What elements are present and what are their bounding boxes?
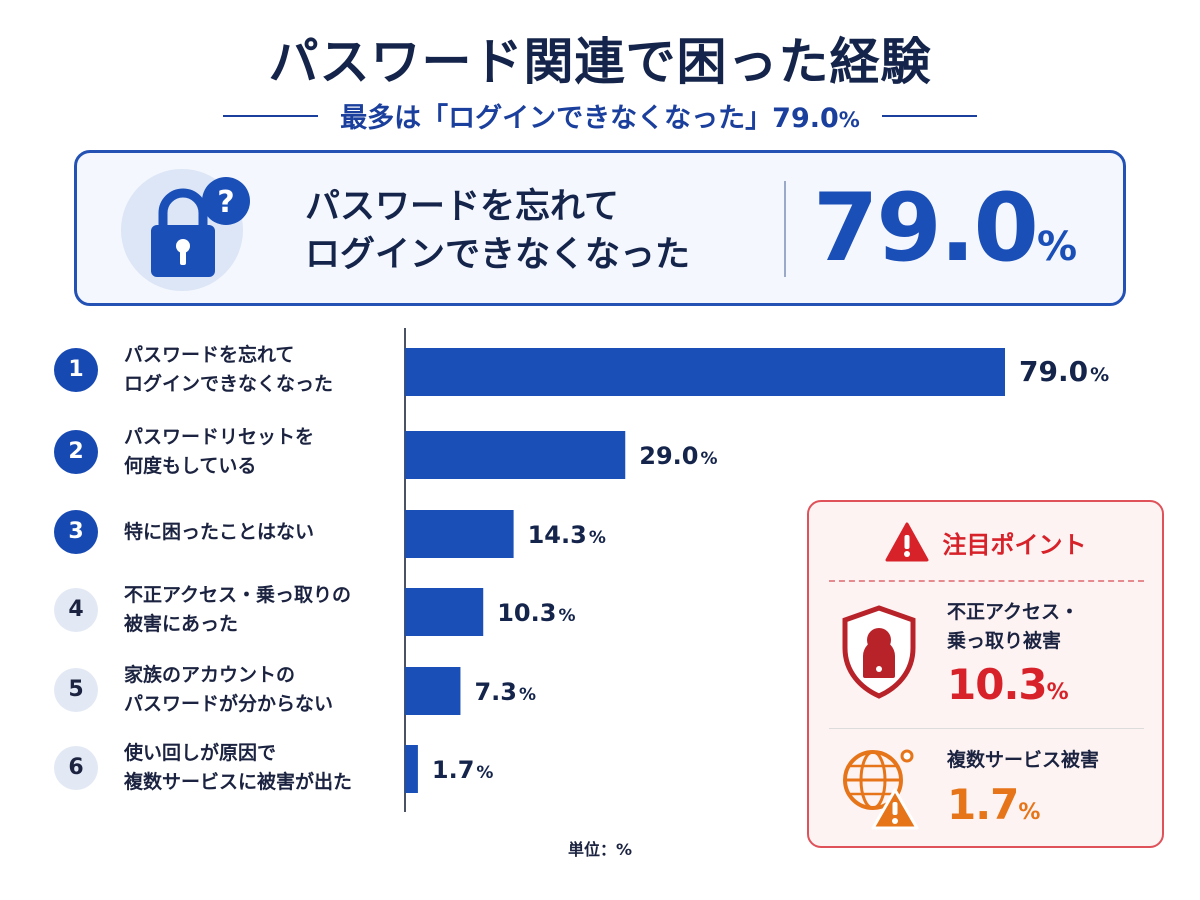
bar-value-number: 7.3 (474, 678, 517, 706)
callout-title: 注目ポイント (942, 530, 1087, 559)
subtitle-row: 最多は「ログインできなくなった」79.0% (0, 96, 1200, 135)
rank-badge: 5 (54, 668, 98, 712)
hero-divider (784, 181, 786, 277)
hero-label-line2: ログインできなくなった (305, 235, 691, 275)
bar (405, 348, 1005, 396)
hero-value-number: 79.0 (813, 174, 1039, 283)
callout-item-label-line2: 乗っ取り被害 (947, 630, 1062, 652)
bar-value-number: 14.3 (528, 521, 587, 549)
bar-value-unit: % (558, 606, 575, 626)
hero-label: パスワードを忘れて ログインできなくなった (305, 183, 690, 279)
category-row: 1 パスワードを忘れてログインできなくなった (54, 338, 414, 398)
callout-item-label: 複数サービス被害 (947, 746, 1099, 775)
bar-value-unit: % (519, 685, 536, 705)
warning-icon (885, 522, 928, 562)
lock-question-icon: ? (121, 169, 250, 291)
category-label-line: 家族のアカウントの (124, 664, 296, 686)
hero-value-unit: % (1036, 224, 1078, 270)
rank-badge: 3 (54, 510, 98, 554)
rank-badge: 1 (54, 348, 98, 392)
callout-panel: 注目ポイント 不正アクセス・ 乗っ取り被害 10.3% (807, 500, 1164, 848)
category-row: 3 特に困ったことはない (54, 500, 414, 560)
unit-note: 単位：% (567, 840, 633, 859)
subtitle-pct: % (838, 108, 860, 132)
category-label-line: 何度もしている (124, 455, 257, 477)
page-title: パスワード関連で困った経験 (268, 33, 932, 91)
category-label: 使い回しが原因で複数サービスに被害が出た (124, 739, 424, 797)
bar-value-unit: % (1090, 364, 1109, 386)
chart-axis (404, 328, 406, 812)
callout-item-value: 10.3% (947, 660, 1069, 709)
category-label: パスワードを忘れてログインできなくなった (124, 341, 424, 399)
subtitle-right-rule (881, 114, 977, 117)
category-label-line: 被害にあった (124, 613, 239, 635)
category-label-line: 不正アクセス・乗っ取りの (124, 584, 352, 606)
bar-value-label: 79.0% (1019, 355, 1109, 388)
category-label-line: パスワードが分からない (124, 693, 334, 715)
bar-value-label: 14.3% (528, 521, 606, 549)
subtitle-left-rule (223, 114, 319, 117)
category-label-line: 複数サービスに被害が出た (124, 771, 353, 793)
category-label: 家族のアカウントのパスワードが分からない (124, 661, 424, 719)
callout-item-value-unit: % (1018, 800, 1041, 825)
callout-item-value-unit: % (1046, 680, 1069, 705)
bar (405, 745, 418, 793)
category-label: パスワードリセットを 何度もしている (124, 423, 424, 481)
rank-badge: 2 (54, 430, 98, 474)
bar-value-unit: % (700, 449, 717, 469)
bar-value-number: 1.7 (432, 756, 475, 784)
bar-value-label: 1.7% (432, 756, 494, 784)
subtitle: 最多は「ログインできなくなった」79.0% (340, 96, 860, 135)
category-row: 6 使い回しが原因で複数サービスに被害が出た (54, 736, 414, 796)
bar-value-unit: % (589, 528, 606, 548)
bar-value-unit: % (476, 763, 493, 783)
bar-value-number: 79.0 (1019, 355, 1088, 388)
category-label-line: 使い回しが原因で (124, 742, 277, 764)
bar (405, 431, 626, 479)
svg-text:?: ? (217, 185, 234, 220)
callout-item-label: 不正アクセス・ 乗っ取り被害 (947, 598, 1079, 656)
bar-value-label: 29.0% (639, 442, 717, 470)
bar (405, 667, 461, 715)
callout-item-value-number: 10.3 (947, 660, 1048, 709)
bar-value-number: 29.0 (639, 442, 698, 470)
subtitle-text: 最多は「ログインできなくなった」79.0 (340, 103, 839, 134)
category-row: 2 パスワードリセットを 何度もしている (54, 420, 414, 480)
category-row: 4 不正アクセス・乗っ取りの 被害にあった (54, 578, 414, 638)
bar-value-label: 7.3% (474, 678, 536, 706)
callout-header: 注目ポイント (809, 522, 1162, 562)
callout-item-value: 1.7% (947, 780, 1040, 829)
callout-item-value-number: 1.7 (947, 780, 1019, 829)
bar-value-label: 10.3% (497, 599, 575, 627)
hero-value: 79.0% (813, 179, 1077, 297)
bar (405, 510, 514, 558)
category-row: 5 家族のアカウントのパスワードが分からない (54, 658, 414, 718)
category-label-line: パスワードリセットを (124, 426, 315, 448)
rank-badge: 6 (54, 746, 98, 790)
callout-item-label-line1: 複数サービス被害 (947, 749, 1100, 771)
callout-item-label-line1: 不正アクセス・ (947, 601, 1080, 623)
category-label: 不正アクセス・乗っ取りの 被害にあった (124, 581, 424, 639)
hero-card: ? パスワードを忘れて ログインできなくなった 79.0% (74, 150, 1126, 306)
globe-warning-icon (843, 749, 919, 830)
category-label-line: 特に困ったことはない (124, 521, 315, 543)
category-label: 特に困ったことはない (124, 518, 424, 547)
category-label-line: ログインできなくなった (124, 373, 334, 395)
category-label-line: パスワードを忘れて (124, 344, 295, 366)
hacker-shield-icon (842, 605, 916, 699)
bar (405, 588, 484, 636)
hero-label-line1: パスワードを忘れて (305, 187, 619, 227)
callout-item-divider (829, 728, 1144, 729)
callout-divider (829, 580, 1144, 582)
bar-value-number: 10.3 (497, 599, 556, 627)
rank-badge: 4 (54, 588, 98, 632)
